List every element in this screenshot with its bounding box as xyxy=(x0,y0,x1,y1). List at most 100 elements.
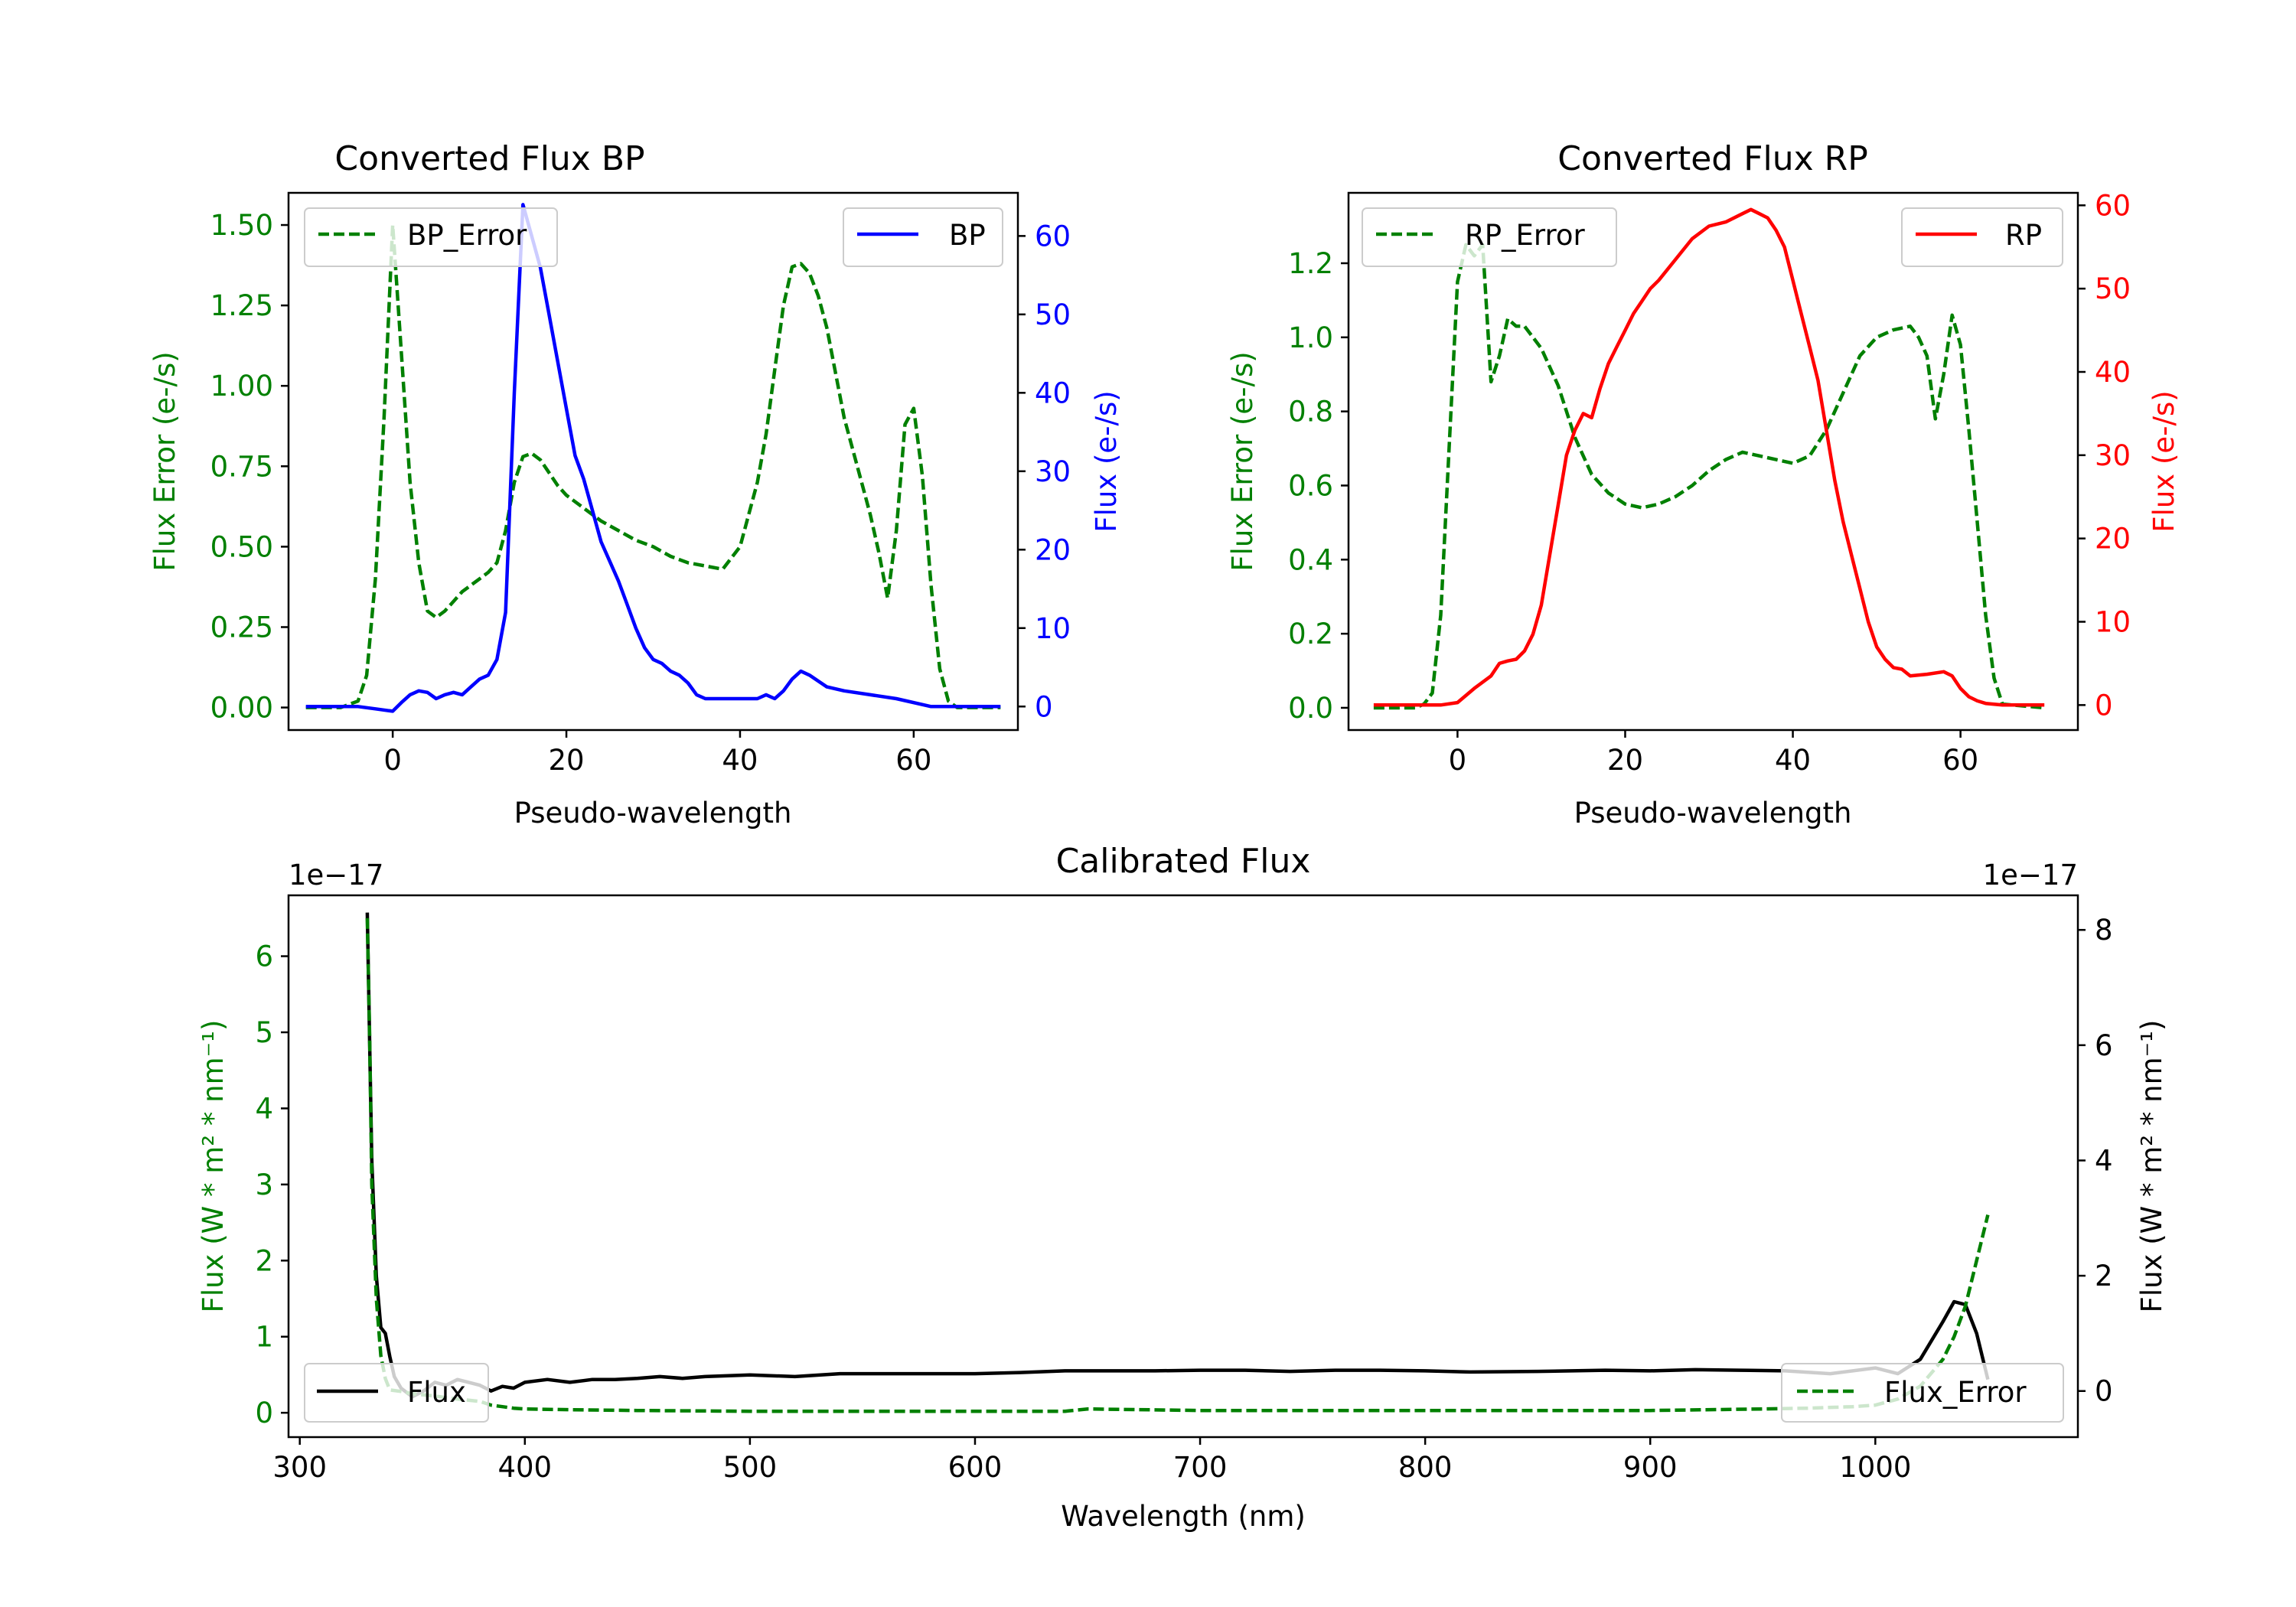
calibrated-legend-left[interactable]: Flux xyxy=(304,1363,489,1423)
rp-x-tick-label: 60 xyxy=(1942,744,1978,777)
bp-right-y-tick-label: 10 xyxy=(1035,612,1071,645)
bp-right-y-tick-label: 40 xyxy=(1035,376,1071,409)
cal-right-y-tick-label: 2 xyxy=(2095,1260,2113,1292)
rp-right-y-tick-label: 30 xyxy=(2095,439,2131,472)
cal-right-y-tick-label: 4 xyxy=(2095,1144,2113,1177)
calibrated-left-y-ticks: 0 1 2 3 4 5 6 xyxy=(255,940,289,1429)
rp-series-rp-line xyxy=(1373,207,2045,707)
calibrated-right-y-ticks: 0 2 4 6 8 xyxy=(2078,914,2113,1408)
bp-x-tick-label: 40 xyxy=(722,744,758,777)
flux-error-legend-label: Flux_Error xyxy=(1884,1376,2027,1409)
bp-x-tick-label: 0 xyxy=(383,744,402,777)
bp-x-axis-label: Pseudo-wavelength xyxy=(514,797,792,830)
bp-right-y-tick-label: 0 xyxy=(1035,690,1053,723)
cal-x-tick-label: 1000 xyxy=(1839,1451,1911,1484)
cal-x-tick-label: 700 xyxy=(1173,1451,1228,1484)
rp-series-rp-error-line xyxy=(1373,243,2045,710)
bp-series-lines xyxy=(305,203,1001,713)
rp-left-y-tick-label: 0.2 xyxy=(1288,618,1333,650)
cal-left-y-tick-label: 6 xyxy=(255,940,273,973)
bp-series-bp-line xyxy=(305,203,1001,713)
rp-error-legend-label: RP_Error xyxy=(1465,219,1585,252)
bp-x-ticks: 0 20 40 60 xyxy=(383,730,931,777)
rp-legend-left[interactable]: RP_Error xyxy=(1362,207,1617,267)
bp-right-y-axis-label: Flux (e-/s) xyxy=(1090,390,1123,532)
bp-error-legend-label: BP_Error xyxy=(407,219,527,252)
flux-legend-label: Flux xyxy=(407,1376,466,1409)
rp-left-y-tick-label: 1.0 xyxy=(1288,321,1333,354)
rp-right-y-tick-label: 40 xyxy=(2095,356,2131,389)
calibrated-panel: Calibrated Flux 1e−17 1e−17 300 400 500 600… xyxy=(197,842,2168,1533)
rp-left-y-ticks: 0.0 0.2 0.4 0.6 0.8 1.0 1.2 xyxy=(1288,247,1349,725)
bp-right-y-tick-label: 50 xyxy=(1035,298,1071,331)
rp-left-y-tick-label: 0.4 xyxy=(1288,543,1333,576)
cal-right-y-tick-label: 0 xyxy=(2095,1375,2113,1408)
cal-x-tick-label: 600 xyxy=(948,1451,1003,1484)
rp-x-ticks: 0 20 40 60 xyxy=(1449,730,1978,777)
cal-left-y-tick-label: 1 xyxy=(255,1321,273,1354)
rp-legend-right[interactable]: RP xyxy=(1901,207,2063,267)
bp-plot-frame xyxy=(287,191,1019,732)
bp-left-y-tick-label: 0.50 xyxy=(210,530,273,563)
rp-right-y-tick-label: 10 xyxy=(2095,606,2131,639)
rp-left-y-tick-label: 0.0 xyxy=(1288,692,1333,725)
rp-plot-frame xyxy=(1347,191,2079,732)
cal-x-tick-label: 300 xyxy=(272,1451,327,1484)
bp-right-y-ticks: 0 10 20 30 40 50 60 xyxy=(1018,220,1071,723)
cal-left-y-tick-label: 0 xyxy=(255,1397,273,1429)
rp-right-y-axis-label: Flux (e-/s) xyxy=(2148,390,2180,532)
bp-left-y-tick-label: 0.00 xyxy=(210,692,273,725)
cal-right-y-tick-label: 6 xyxy=(2095,1029,2113,1062)
bp-panel: Converted Flux BP 0 20 40 60 0.000.250.500.… xyxy=(148,139,1123,830)
cal-x-tick-label: 500 xyxy=(723,1451,778,1484)
calibrated-legend-right[interactable]: Flux_Error xyxy=(1781,1363,2064,1423)
calibrated-x-ticks: 300 400 500 600 700 800 900 1000 xyxy=(272,1437,1911,1484)
cal-left-y-tick-label: 2 xyxy=(255,1244,273,1277)
rp-x-axis-label: Pseudo-wavelength xyxy=(1574,797,1852,830)
bp-left-y-tick-label: 1.50 xyxy=(210,209,273,242)
rp-right-y-tick-label: 0 xyxy=(2095,689,2113,722)
bp-left-y-tick-label: 1.25 xyxy=(210,289,273,322)
calibrated-left-y-axis-label: Flux (W * m² * nm⁻¹) xyxy=(197,1020,230,1313)
bp-right-y-tick-label: 20 xyxy=(1035,533,1071,566)
rp-right-y-tick-label: 50 xyxy=(2095,272,2131,305)
calibrated-right-y-axis-label: Flux (W * m² * nm⁻¹) xyxy=(2135,1020,2168,1313)
bp-x-tick-label: 20 xyxy=(549,744,585,777)
cal-left-y-tick-label: 5 xyxy=(255,1016,273,1049)
cal-series-flux-error-line xyxy=(365,918,1990,1413)
bp-left-y-ticks: 0.00 0.25 0.50 0.75 1.00 1.25 1.50 xyxy=(210,209,289,725)
cal-x-tick-label: 400 xyxy=(497,1451,552,1484)
cal-x-tick-label: 800 xyxy=(1398,1451,1453,1484)
calibrated-right-offset-label: 1e−17 xyxy=(1983,859,2078,892)
bp-left-y-tick-label: 1.00 xyxy=(210,370,273,403)
bp-right-y-tick-label: 60 xyxy=(1035,220,1071,253)
cal-series-flux-line xyxy=(365,912,1990,1399)
rp-chart-title: Converted Flux RP xyxy=(1557,139,1868,178)
bp-legend-left[interactable]: BP_Error xyxy=(304,207,558,267)
bp-series-bp-error-line xyxy=(305,223,1001,709)
rp-left-y-tick-label: 1.2 xyxy=(1288,247,1333,280)
bp-legend-right[interactable]: BP xyxy=(843,207,1003,267)
cal-right-y-tick-label: 8 xyxy=(2095,914,2113,947)
rp-x-tick-label: 20 xyxy=(1607,744,1643,777)
calibrated-left-offset-label: 1e−17 xyxy=(289,859,383,892)
calibrated-plot-frame xyxy=(287,894,2079,1439)
calibrated-x-axis-label: Wavelength (nm) xyxy=(1061,1500,1306,1533)
bp-chart-title: Converted Flux BP xyxy=(334,139,644,178)
rp-right-y-tick-label: 60 xyxy=(2095,189,2131,222)
bp-right-y-tick-label: 30 xyxy=(1035,455,1071,488)
rp-left-y-axis-label: Flux Error (e-/s) xyxy=(1226,351,1259,571)
bp-left-y-tick-label: 0.75 xyxy=(210,450,273,483)
rp-x-tick-label: 0 xyxy=(1449,744,1467,777)
rp-x-tick-label: 40 xyxy=(1775,744,1811,777)
calibrated-series-lines xyxy=(365,912,1990,1413)
calibrated-chart-title: Calibrated Flux xyxy=(1056,842,1311,881)
rp-series-lines xyxy=(1373,207,2045,710)
bp-legend-label: BP xyxy=(949,219,986,252)
rp-right-y-ticks: 0 10 20 30 40 50 60 xyxy=(2078,189,2131,722)
rp-left-y-tick-label: 0.6 xyxy=(1288,469,1333,502)
cal-left-y-tick-label: 4 xyxy=(255,1092,273,1125)
bp-left-y-tick-label: 0.25 xyxy=(210,611,273,644)
bp-left-y-axis-label: Flux Error (e-/s) xyxy=(148,351,181,571)
